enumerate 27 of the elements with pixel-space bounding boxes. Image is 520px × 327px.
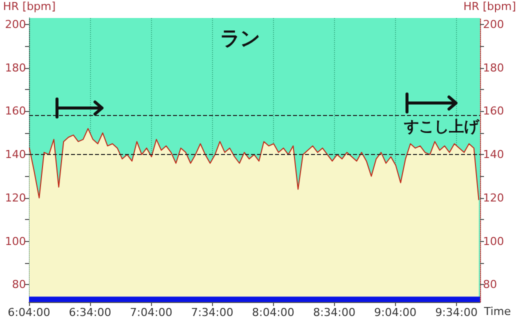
x-tick-label: 6:34:00 [68, 306, 112, 319]
y2-tick-label: 160 [483, 104, 504, 118]
y-tick-label: 100 [5, 234, 26, 248]
y2-tick-label: 200 [483, 18, 504, 32]
y-axis-title: HR [bpm] [3, 0, 56, 13]
x-tick-label: 7:04:00 [130, 306, 172, 319]
x-tick-label: 9:34:00 [435, 306, 478, 319]
y-tick-label: 140 [5, 148, 26, 162]
annotation: すこし上げ [403, 118, 480, 136]
x-tick-label: 7:34:00 [190, 306, 234, 319]
x-tick-label: 8:34:00 [313, 306, 356, 319]
y-tick-label: 80 [12, 278, 26, 292]
y2-tick-label: 140 [483, 148, 504, 162]
y-tick-label: 200 [5, 18, 26, 32]
y-tick-label: 180 [5, 61, 26, 74]
x-tick-label: 8:04:00 [252, 306, 294, 319]
y-tick-label: 120 [5, 191, 26, 204]
y2-tick-label: 180 [483, 61, 504, 74]
x-tick-label: 9:04:00 [374, 306, 417, 319]
x-axis-title: Time [483, 305, 512, 318]
x-tick-label: 6:04:00 [8, 306, 50, 319]
annotation: ラン [220, 26, 260, 50]
y2-axis-title: HR [bpm] [463, 0, 516, 13]
y2-tick-label: 100 [483, 234, 504, 248]
y-tick-label: 160 [5, 104, 26, 118]
y2-tick-label: 120 [483, 191, 504, 204]
y2-tick-label: 80 [483, 278, 497, 292]
